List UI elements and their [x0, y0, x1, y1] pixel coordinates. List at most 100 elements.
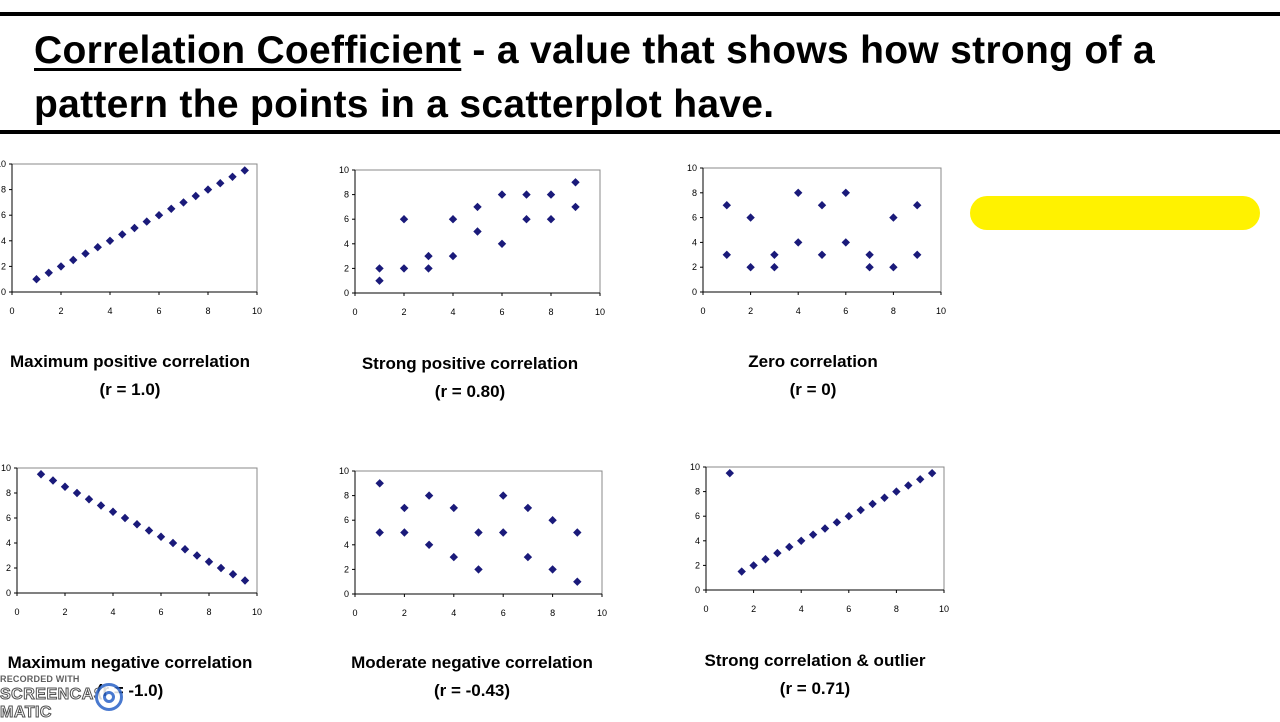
chart-max-positive: 0 2 4 6 8 10 0 2 4 6 8 10 — [0, 159, 270, 320]
data-point — [817, 201, 827, 210]
chart-caption: Zero correlation (r = 0) — [673, 348, 953, 404]
x-tick-label: 6 — [156, 306, 161, 316]
data-point — [216, 563, 226, 573]
data-point — [448, 251, 458, 261]
data-point — [400, 528, 409, 537]
data-point — [865, 263, 874, 272]
data-point — [474, 528, 483, 537]
data-point — [108, 507, 118, 516]
data-point — [180, 545, 190, 554]
chart-max-negative: 0 2 4 6 8 10 0 2 4 6 8 10 — [0, 462, 270, 622]
data-point — [817, 250, 827, 259]
x-tick-label: 4 — [451, 608, 456, 618]
data-point — [375, 528, 384, 537]
data-point — [880, 493, 889, 502]
data-point — [204, 557, 214, 566]
data-point — [448, 215, 458, 224]
x-tick-label: 6 — [499, 307, 504, 317]
chart-title: Maximum positive correlation — [10, 352, 250, 371]
data-point — [573, 528, 582, 537]
data-point — [44, 268, 53, 277]
data-point — [927, 468, 937, 478]
chart-moderate-negative: 0 2 4 6 8 10 0 2 4 6 8 10 — [330, 462, 610, 622]
data-point — [56, 262, 66, 271]
x-tick-label: 10 — [252, 306, 262, 316]
data-point — [546, 215, 556, 224]
x-tick-label: 2 — [402, 608, 407, 618]
data-point — [522, 190, 531, 199]
y-tick-label: 6 — [6, 513, 11, 523]
data-point — [93, 243, 102, 252]
x-tick-label: 0 — [352, 307, 357, 317]
chart-subtitle: (r = 1.0) — [99, 380, 161, 399]
data-point — [399, 215, 409, 224]
data-point — [473, 227, 482, 236]
x-tick-label: 4 — [799, 604, 804, 614]
chart-svg: 0 2 4 6 8 10 0 2 4 6 8 10 — [1, 463, 262, 617]
y-tick-label: 2 — [6, 563, 11, 573]
y-tick-label: 10 — [0, 159, 6, 169]
x-tick-label: 2 — [401, 307, 406, 317]
watermark-brand: SCREENCASTMATIC — [0, 686, 180, 722]
y-tick-label: 0 — [344, 288, 349, 298]
x-tick-label: 8 — [206, 607, 211, 617]
data-point — [228, 172, 237, 181]
x-tick-label: 2 — [748, 306, 753, 316]
data-point — [424, 264, 433, 273]
data-point — [156, 532, 166, 541]
chart-zero: 0 2 4 6 8 10 0 2 4 6 8 10 — [675, 160, 955, 320]
data-point — [130, 223, 139, 233]
header-text: Correlation Coefficient - a value that s… — [34, 24, 1264, 132]
x-tick-label: 10 — [252, 607, 262, 617]
x-tick-label: 6 — [501, 608, 506, 618]
x-tick-label: 10 — [939, 604, 949, 614]
y-tick-label: 0 — [6, 588, 11, 598]
chart-subtitle: (r = 0.80) — [434, 382, 506, 401]
chart-svg: 0 2 4 6 8 10 0 2 4 6 8 10 — [0, 159, 262, 316]
chart-svg: 0 2 4 6 8 10 0 2 4 6 8 10 — [339, 466, 607, 618]
x-tick-label: 0 — [9, 306, 14, 316]
data-point — [571, 202, 580, 212]
data-point — [375, 264, 384, 273]
x-tick-label: 4 — [450, 307, 455, 317]
data-point — [473, 202, 482, 212]
y-tick-label: 8 — [692, 188, 697, 198]
y-tick-label: 4 — [695, 536, 700, 546]
data-point — [132, 520, 142, 529]
x-tick-label: 0 — [352, 608, 357, 618]
x-tick-label: 8 — [205, 306, 210, 316]
data-point — [120, 513, 130, 523]
chart-subtitle: (r = 0) — [789, 380, 837, 399]
data-point — [228, 570, 238, 579]
highlight-marker — [970, 196, 1260, 230]
watermark-recorded-with: RECORDED WITH — [0, 674, 80, 684]
y-tick-label: 6 — [344, 515, 349, 525]
data-point — [154, 211, 164, 220]
y-tick-label: 8 — [344, 190, 349, 200]
y-tick-label: 8 — [695, 487, 700, 497]
chart-title: Moderate negative correlation — [351, 653, 593, 672]
data-point — [96, 501, 106, 510]
data-point — [216, 179, 225, 188]
data-point — [118, 230, 127, 239]
data-point — [546, 190, 556, 199]
y-tick-label: 4 — [344, 239, 349, 249]
data-point — [191, 191, 200, 201]
y-tick-label: 8 — [1, 185, 6, 195]
data-point — [105, 236, 115, 245]
header-definition: - a value that shows how strong of a pat… — [34, 29, 1155, 126]
data-point — [142, 217, 151, 226]
x-tick-label: 8 — [548, 307, 553, 317]
chart-caption: Strong correlation & outlier (r = 0.71) — [675, 647, 955, 703]
plot-frame — [702, 167, 942, 293]
data-point — [167, 204, 176, 213]
y-tick-label: 10 — [339, 165, 349, 175]
slide-header: Correlation Coefficient - a value that s… — [0, 12, 1280, 134]
x-tick-label: 8 — [891, 306, 896, 316]
data-point — [522, 215, 531, 224]
data-point — [32, 275, 41, 284]
chart-caption: Strong positive correlation (r = 0.80) — [330, 350, 610, 406]
x-tick-label: 4 — [796, 306, 801, 316]
data-point — [424, 251, 433, 261]
y-tick-label: 2 — [695, 560, 700, 570]
